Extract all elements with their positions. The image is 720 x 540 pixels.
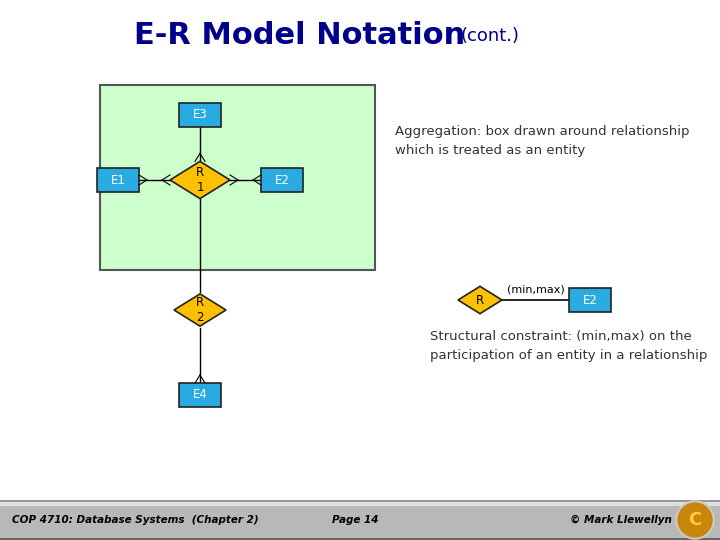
Text: E-R Model Notation: E-R Model Notation: [135, 21, 466, 50]
Text: C: C: [688, 511, 701, 529]
Text: E1: E1: [111, 173, 125, 186]
Bar: [179, 383, 221, 407]
Text: E4: E4: [192, 388, 207, 402]
Bar: [97, 168, 139, 192]
Text: E3: E3: [193, 109, 207, 122]
Text: (cont.): (cont.): [460, 27, 519, 45]
Text: (min,max): (min,max): [507, 284, 564, 294]
Bar: [100, 85, 375, 270]
Text: R
1: R 1: [196, 166, 204, 194]
Polygon shape: [170, 161, 230, 199]
Text: Aggregation: box drawn around relationship
which is treated as an entity: Aggregation: box drawn around relationsh…: [395, 125, 690, 157]
Text: Structural constraint: (min,max) on the
participation of an entity in a relation: Structural constraint: (min,max) on the …: [430, 330, 707, 362]
Bar: [179, 103, 221, 127]
Text: Page 14: Page 14: [332, 515, 378, 525]
Bar: [261, 168, 303, 192]
Text: COP 4710: Database Systems  (Chapter 2): COP 4710: Database Systems (Chapter 2): [12, 515, 258, 525]
Polygon shape: [174, 294, 226, 326]
Bar: [0, 538, 720, 540]
Text: R: R: [476, 294, 484, 307]
Text: E2: E2: [582, 294, 598, 307]
Polygon shape: [458, 286, 502, 314]
Text: R
2: R 2: [196, 296, 204, 324]
Text: © Mark Llewellyn: © Mark Llewellyn: [570, 515, 672, 525]
Bar: [0, 502, 720, 506]
Bar: [0, 500, 720, 502]
Circle shape: [676, 501, 714, 539]
Bar: [569, 288, 611, 312]
Circle shape: [678, 503, 712, 537]
Text: E2: E2: [274, 173, 289, 186]
Bar: [0, 506, 720, 538]
